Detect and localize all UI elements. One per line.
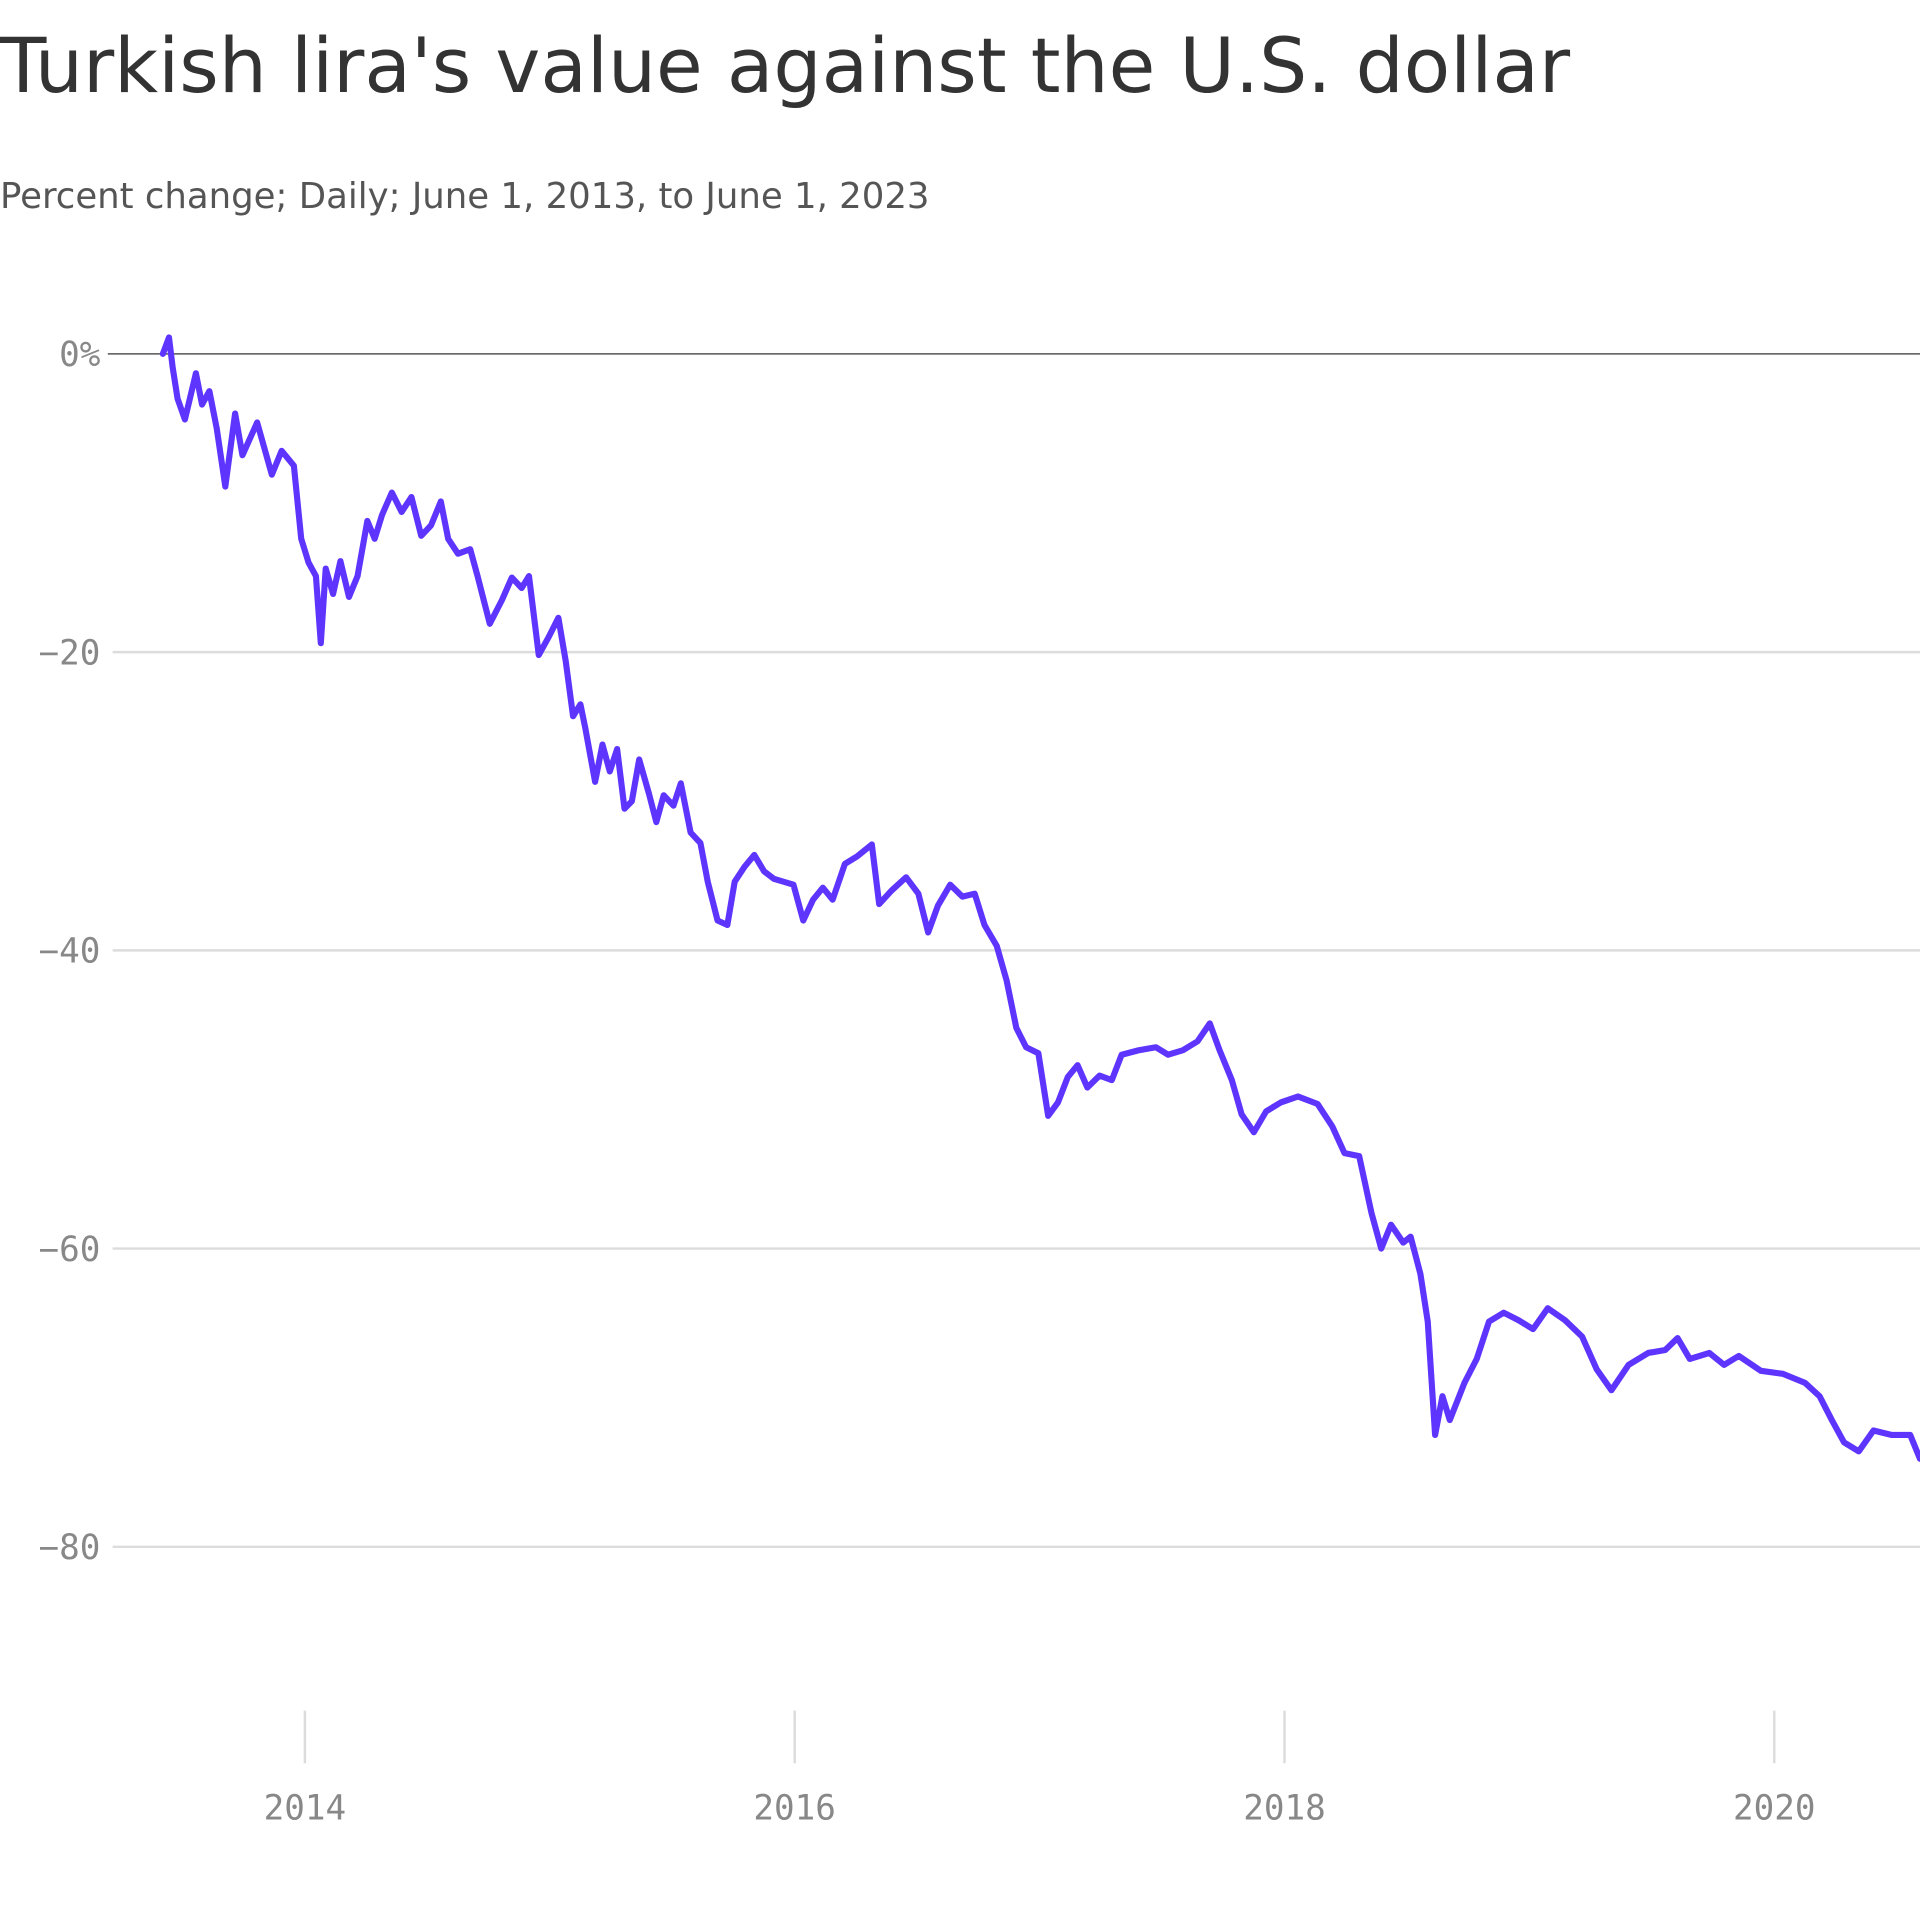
grid: 0% −20 −40 −60 −80 2014 2016 2018 2020 [39, 335, 1920, 1829]
chart-title: Turkish lira's value against the U.S. do… [0, 22, 1571, 110]
y-tick-label: 0% [59, 335, 101, 375]
x-tick-label: 2016 [753, 1789, 836, 1829]
y-tick-label: −60 [39, 1230, 101, 1270]
y-tick-label: −80 [39, 1528, 101, 1568]
data-line [159, 334, 1920, 1462]
y-tick-label: −20 [39, 633, 101, 673]
x-tick-label: 2014 [264, 1789, 347, 1829]
chart-subtitle: Percent change; Daily; June 1, 2013, to … [0, 176, 930, 217]
plot [159, 334, 1920, 1462]
x-tick-label: 2020 [1733, 1789, 1816, 1829]
x-tick-label: 2018 [1243, 1789, 1326, 1829]
y-tick-label: −40 [39, 932, 101, 972]
